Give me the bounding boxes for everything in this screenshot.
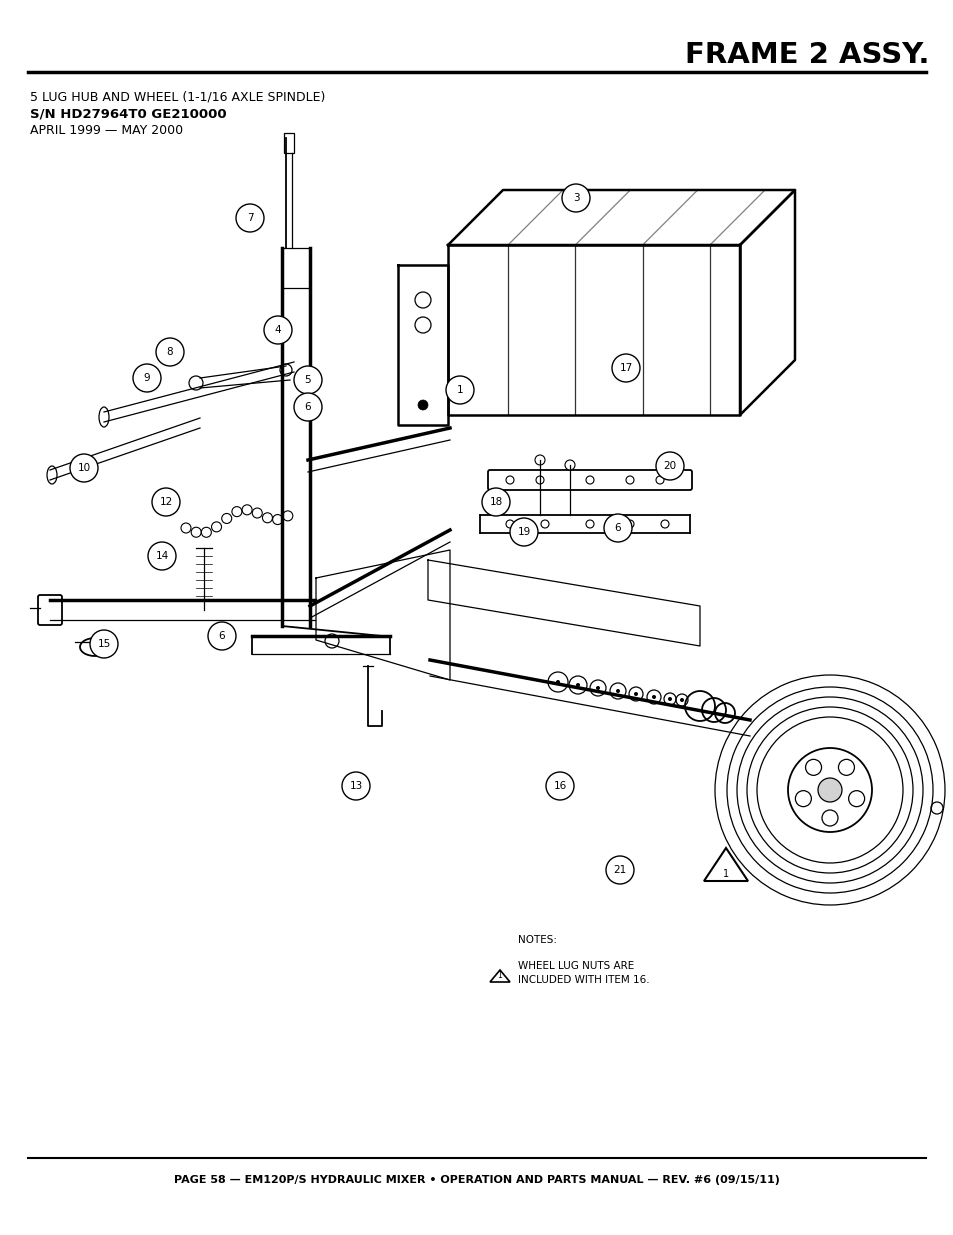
Circle shape: [545, 772, 574, 800]
Circle shape: [787, 748, 871, 832]
Circle shape: [264, 316, 292, 345]
Text: 16: 16: [553, 781, 566, 790]
Circle shape: [341, 772, 370, 800]
Circle shape: [70, 454, 98, 482]
Circle shape: [208, 622, 235, 650]
Circle shape: [90, 630, 118, 658]
Text: 21: 21: [613, 864, 626, 876]
Text: 10: 10: [77, 463, 91, 473]
Circle shape: [612, 354, 639, 382]
Circle shape: [481, 488, 510, 516]
Circle shape: [576, 683, 579, 687]
Circle shape: [235, 204, 264, 232]
Text: 8: 8: [167, 347, 173, 357]
Text: 5: 5: [304, 375, 311, 385]
Text: 6: 6: [218, 631, 225, 641]
Circle shape: [651, 695, 656, 699]
Circle shape: [605, 856, 634, 884]
Text: INCLUDED WITH ITEM 16.: INCLUDED WITH ITEM 16.: [517, 974, 649, 986]
Text: 4: 4: [274, 325, 281, 335]
Text: 19: 19: [517, 527, 530, 537]
Circle shape: [564, 459, 575, 471]
Text: 12: 12: [159, 496, 172, 508]
Text: S/N HD27964T0 GE210000: S/N HD27964T0 GE210000: [30, 107, 227, 120]
Circle shape: [294, 366, 322, 394]
Circle shape: [156, 338, 184, 366]
Text: 15: 15: [97, 638, 111, 650]
Circle shape: [189, 375, 203, 390]
Circle shape: [556, 680, 559, 684]
Circle shape: [132, 364, 161, 391]
Circle shape: [679, 698, 683, 701]
Circle shape: [148, 542, 175, 571]
Circle shape: [656, 452, 683, 480]
Text: 1: 1: [456, 385, 463, 395]
Text: 7: 7: [247, 212, 253, 224]
Circle shape: [603, 514, 631, 542]
Text: FRAME 2 ASSY.: FRAME 2 ASSY.: [685, 41, 929, 69]
Text: WHEEL LUG NUTS ARE: WHEEL LUG NUTS ARE: [517, 961, 634, 971]
Text: 3: 3: [572, 193, 578, 203]
Circle shape: [152, 488, 180, 516]
Text: 6: 6: [614, 522, 620, 534]
Text: 13: 13: [349, 781, 362, 790]
Circle shape: [510, 517, 537, 546]
Text: PAGE 58 — EM120P/S HYDRAULIC MIXER • OPERATION AND PARTS MANUAL — REV. #6 (09/15: PAGE 58 — EM120P/S HYDRAULIC MIXER • OPE…: [173, 1174, 780, 1186]
Text: 5 LUG HUB AND WHEEL (1-1/16 AXLE SPINDLE): 5 LUG HUB AND WHEEL (1-1/16 AXLE SPINDLE…: [30, 90, 325, 103]
Text: 14: 14: [155, 551, 169, 561]
Text: APRIL 1999 — MAY 2000: APRIL 1999 — MAY 2000: [30, 124, 183, 137]
Text: 1: 1: [722, 869, 728, 879]
Circle shape: [634, 692, 638, 697]
Circle shape: [280, 364, 292, 375]
Text: 9: 9: [144, 373, 151, 383]
Text: 6: 6: [304, 403, 311, 412]
Text: 18: 18: [489, 496, 502, 508]
Circle shape: [596, 685, 599, 690]
Circle shape: [616, 689, 619, 693]
Text: NOTES:: NOTES:: [517, 935, 557, 945]
Circle shape: [417, 400, 428, 410]
Text: 17: 17: [618, 363, 632, 373]
Circle shape: [535, 454, 544, 466]
Circle shape: [446, 375, 474, 404]
Circle shape: [817, 778, 841, 802]
Circle shape: [294, 393, 322, 421]
Circle shape: [561, 184, 589, 212]
Text: 20: 20: [662, 461, 676, 471]
Text: 1: 1: [497, 972, 502, 981]
Circle shape: [667, 697, 671, 701]
